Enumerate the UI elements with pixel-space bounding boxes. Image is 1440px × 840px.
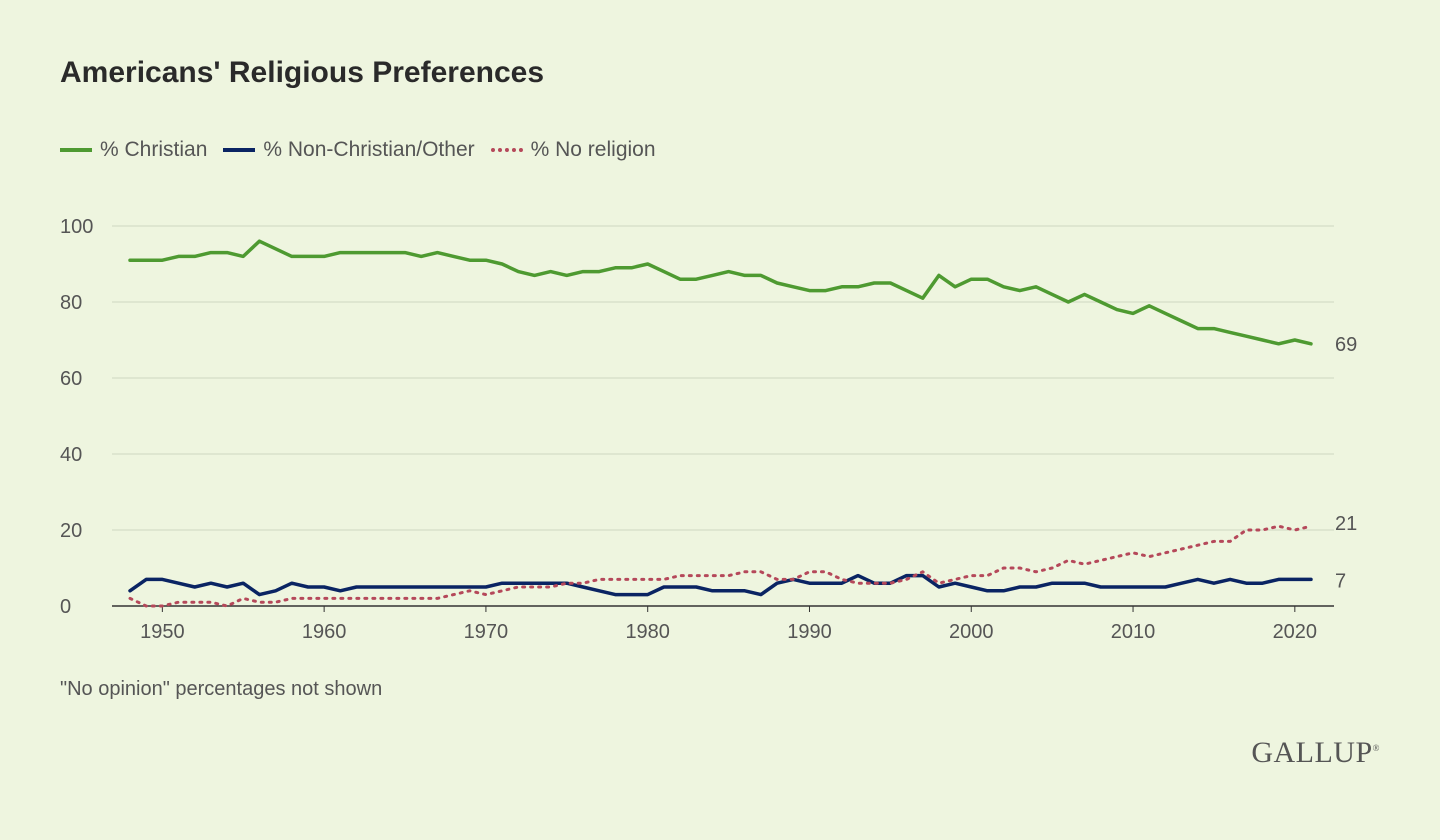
series-line-non-christian-other <box>128 573 1313 597</box>
x-tick-label-1970: 1970 <box>464 621 509 643</box>
chart-legend: % Christian % Non-Christian/Other % No r… <box>60 138 672 162</box>
y-tick-label-100: 100 <box>60 216 93 238</box>
x-tick-label-1960: 1960 <box>302 621 347 643</box>
chart-note: "No opinion" percentages not shown <box>60 678 383 700</box>
legend-item-no-religion: % No religion <box>490 138 656 162</box>
x-tick-label-2010: 2010 <box>1111 621 1156 643</box>
logo-text: GALLUP <box>1251 736 1373 769</box>
series-line-no-religion <box>128 524 1313 608</box>
chart-title: Americans' Religious Preferences <box>60 56 545 89</box>
end-label-christian: 69 <box>1335 334 1357 356</box>
end-label-non-christian-other: 7 <box>1335 570 1346 592</box>
x-tick-label-1950: 1950 <box>140 621 185 643</box>
end-label-no-religion: 21 <box>1335 513 1357 535</box>
series-line-christian <box>128 239 1313 346</box>
gallup-logo: GALLUP® <box>1251 736 1380 770</box>
x-tick-label-1990: 1990 <box>787 621 832 643</box>
legend-swatch-christian <box>60 148 92 152</box>
legend-label-no-religion: % No religion <box>530 138 656 161</box>
legend-label-non-christian: % Non-Christian/Other <box>263 138 475 161</box>
y-tick-label-80: 80 <box>60 292 82 314</box>
y-tick-label-60: 60 <box>60 368 82 390</box>
x-tick-label-2020: 2020 <box>1273 621 1318 643</box>
legend-swatch-no-religion <box>490 148 523 152</box>
y-tick-label-20: 20 <box>60 520 82 542</box>
legend-label-christian: % Christian <box>100 138 208 161</box>
y-tick-label-40: 40 <box>60 444 82 466</box>
registered-mark: ® <box>1372 743 1380 753</box>
legend-item-christian: % Christian <box>60 138 207 162</box>
legend-swatch-non-christian <box>223 148 256 152</box>
x-tick-label-2000: 2000 <box>949 621 994 643</box>
y-tick-label-0: 0 <box>60 596 71 618</box>
x-tick-label-1980: 1980 <box>625 621 670 643</box>
legend-item-non-christian: % Non-Christian/Other <box>223 138 475 162</box>
